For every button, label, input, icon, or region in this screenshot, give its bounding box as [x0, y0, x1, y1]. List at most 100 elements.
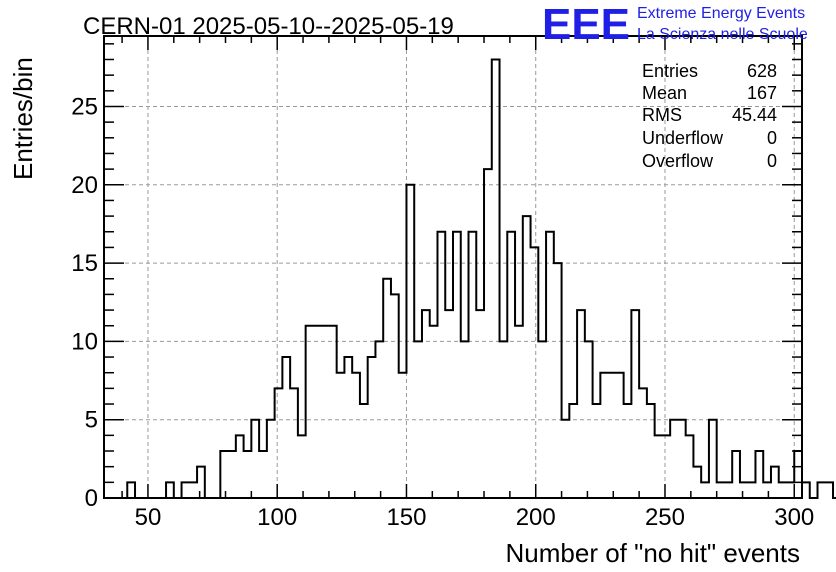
histogram-bin — [399, 373, 407, 498]
eee-logo-line1: Extreme Energy Events — [637, 5, 805, 22]
x-tick-label: 150 — [386, 504, 426, 531]
y-tick-label: 15 — [71, 250, 98, 277]
stats-label-mean: Mean — [642, 83, 687, 103]
histogram-bin — [476, 310, 484, 498]
histogram-bin — [546, 232, 554, 498]
histogram-bin — [445, 310, 453, 498]
histogram-bin — [344, 357, 352, 498]
x-tick-label: 300 — [774, 504, 814, 531]
y-tick-label: 0 — [85, 485, 98, 512]
histogram-bin — [298, 435, 306, 498]
stats-value-mean: 167 — [747, 83, 777, 103]
histogram-bin — [562, 420, 570, 498]
histogram-bin — [724, 482, 732, 498]
histogram-bin — [709, 420, 717, 498]
y-axis-label: Entries/bin — [8, 57, 38, 180]
histogram-bin — [740, 482, 748, 498]
histogram-bin — [600, 373, 608, 498]
histogram-bin — [655, 435, 663, 498]
axis-ticks — [104, 36, 802, 499]
histogram-bin — [794, 451, 802, 498]
histogram-bin — [375, 341, 383, 498]
stats-label-underflow: Underflow — [642, 128, 724, 148]
histogram-bin — [631, 310, 639, 498]
histogram-bin — [624, 404, 632, 498]
stats-value-rms: 45.44 — [732, 105, 777, 125]
plot-frame — [103, 35, 803, 499]
x-axis-label: Number of "no hit" events — [506, 538, 801, 568]
stats-value-entries: 628 — [747, 61, 777, 81]
stats-box: Entries 628 Mean 167 RMS 45.44 Underflow… — [642, 61, 777, 171]
histogram-bin — [771, 467, 779, 498]
histogram-bin — [755, 451, 763, 498]
histogram-bin — [290, 388, 298, 498]
y-tick-label: 10 — [71, 328, 98, 355]
histogram-bin — [251, 420, 259, 498]
histogram-bin — [461, 341, 469, 498]
histogram-bin — [577, 310, 585, 498]
histogram-bin — [406, 185, 414, 498]
y-tick-label: 20 — [71, 172, 98, 199]
histogram-bin — [189, 482, 197, 498]
x-tick-label: 250 — [645, 504, 685, 531]
histogram-bin — [500, 341, 508, 498]
histogram-bin — [306, 326, 314, 498]
histogram-bin — [786, 482, 794, 498]
histogram-bin — [337, 373, 345, 498]
histogram-bin — [244, 451, 252, 498]
histogram-bin — [220, 451, 228, 498]
stats-label-rms: RMS — [642, 105, 682, 125]
histogram-outline — [104, 58, 836, 499]
eee-logo: EEE Extreme Energy Events La Scienza nel… — [542, 0, 808, 49]
histogram-bin — [430, 326, 438, 498]
histogram-bin — [515, 326, 523, 498]
histogram-bin — [825, 482, 833, 498]
histogram-bin — [313, 326, 321, 498]
histogram-bin — [437, 232, 445, 498]
x-tick-label: 100 — [257, 504, 297, 531]
histogram-bin — [414, 341, 422, 498]
x-tick-label: 200 — [516, 504, 556, 531]
histogram-bin — [554, 263, 562, 498]
histogram-bin — [469, 232, 477, 498]
histogram-bin — [647, 404, 655, 498]
histogram-bin — [763, 482, 771, 498]
histogram-bin — [259, 451, 267, 498]
histogram-bin — [639, 388, 647, 498]
histogram-bin — [616, 373, 624, 498]
histogram-bin — [329, 326, 337, 498]
stats-value-underflow: 0 — [767, 128, 777, 148]
histogram-bin — [368, 357, 376, 498]
histogram-bin — [818, 482, 826, 498]
histogram-bin — [802, 482, 810, 498]
histogram-bin — [228, 451, 236, 498]
histogram-bin — [197, 467, 205, 498]
histogram-bin — [236, 435, 244, 498]
histogram-bin — [267, 420, 275, 498]
histogram-bin — [275, 388, 283, 498]
histogram-bin — [453, 232, 461, 498]
histogram-bin — [391, 294, 399, 498]
histogram-bin — [717, 482, 725, 498]
histogram-bin — [484, 169, 492, 498]
histogram-bin — [523, 216, 531, 498]
histogram-bin — [608, 373, 616, 498]
x-tick-label: 50 — [135, 504, 162, 531]
histogram-bin — [182, 482, 190, 498]
histogram-bin — [352, 373, 360, 498]
histogram-bin — [779, 482, 787, 498]
histogram-bin — [531, 247, 539, 498]
eee-logo-mark: EEE — [542, 0, 630, 49]
histogram-bin — [693, 467, 701, 498]
y-tick-label: 5 — [85, 407, 98, 434]
histogram-bin — [282, 357, 290, 498]
chart-title: CERN-01 2025-05-10--2025-05-19 — [83, 13, 454, 40]
histogram-bin — [748, 482, 756, 498]
histogram-bin — [678, 420, 686, 498]
stats-value-overflow: 0 — [767, 151, 777, 171]
histogram-bin — [701, 482, 709, 498]
histogram-bars — [104, 58, 836, 499]
histogram-bin — [492, 59, 500, 498]
